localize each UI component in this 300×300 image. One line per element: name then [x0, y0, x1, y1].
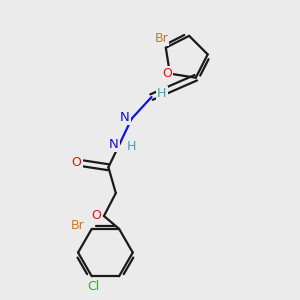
Text: H: H	[127, 140, 136, 153]
Text: N: N	[109, 138, 118, 151]
Text: O: O	[92, 209, 101, 222]
Text: H: H	[157, 87, 167, 100]
Text: O: O	[163, 67, 172, 80]
Text: O: O	[72, 156, 82, 169]
Text: Br: Br	[154, 32, 168, 45]
Text: N: N	[120, 111, 130, 124]
Text: Cl: Cl	[87, 280, 99, 293]
Text: Br: Br	[70, 219, 84, 232]
